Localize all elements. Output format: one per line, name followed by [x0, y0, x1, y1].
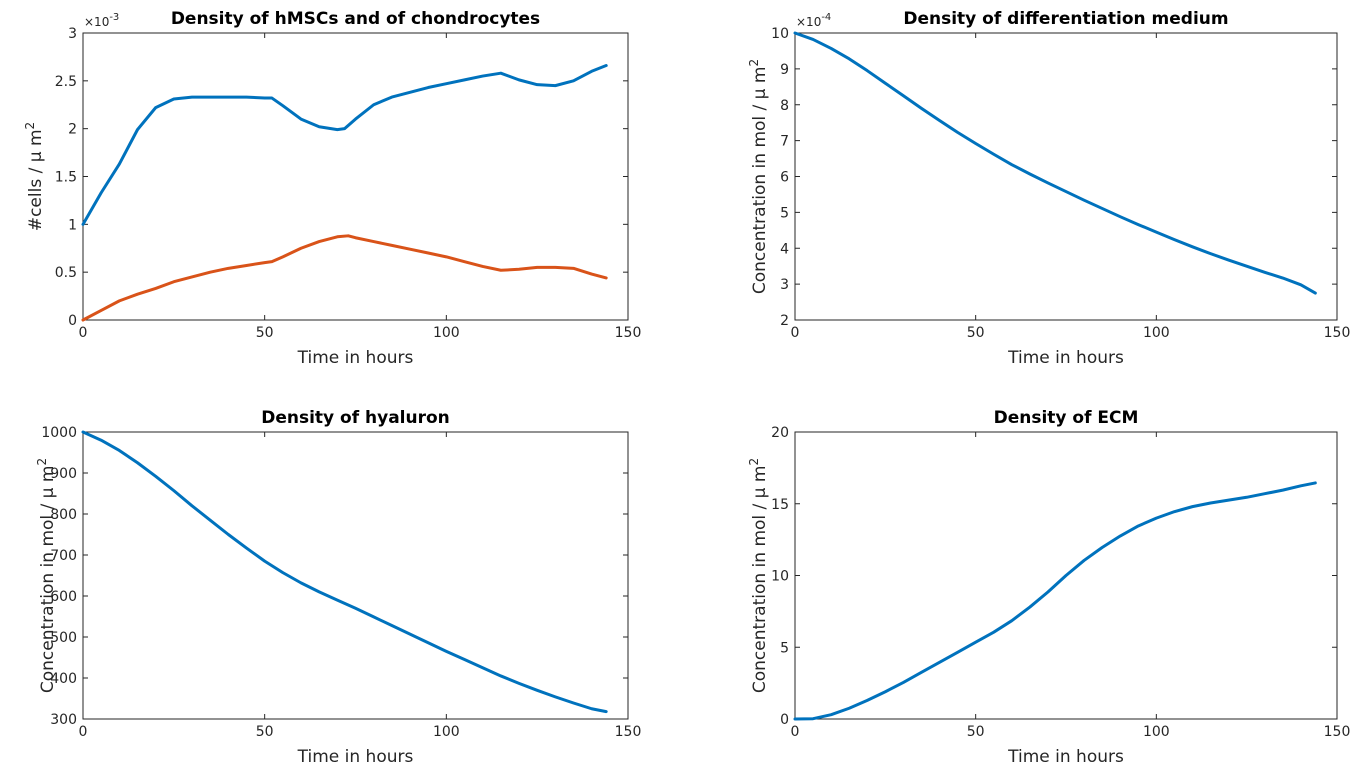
series-line-1 [793, 31, 1317, 295]
x-axis-label: Time in hours [1007, 348, 1124, 368]
y-tick-label: 2 [68, 122, 77, 138]
y-tick-label: 1 [68, 217, 77, 233]
y-tick-label: 5 [780, 205, 789, 221]
y-tick-label: 2.5 [55, 74, 77, 90]
y-axis-label-text: #cells / μ m [26, 129, 46, 231]
x-tick-label: 50 [967, 325, 985, 341]
y-axis-label: Concentration in mol / μ m2 [747, 59, 770, 294]
y-axis-label-text: Concentration in mol / μ m [750, 67, 770, 295]
x-tick-label: 100 [433, 325, 460, 341]
x-tick-label: 150 [1324, 724, 1351, 740]
series-line-1 [81, 430, 608, 714]
y-tick-label: 3 [780, 277, 789, 293]
y-tick-label: 600 [50, 589, 77, 605]
x-tick-label: 50 [967, 724, 985, 740]
x-tick-label: 100 [433, 724, 460, 740]
y-axis-label: Concentration in mol / μ m2 [747, 458, 770, 693]
x-tick-label: 150 [615, 724, 642, 740]
y-tick-label: 0 [780, 712, 789, 728]
y-tick-label: 6 [780, 170, 789, 186]
y-tick-label: 0 [68, 313, 77, 329]
y-tick-label: 500 [50, 630, 77, 646]
y-axis-label: Concentration in mol / μ m2 [35, 458, 58, 693]
y-tick-label: 9 [780, 62, 789, 78]
chart-title: Density of hyaluron [261, 408, 450, 428]
y-tick-label: 8 [780, 98, 789, 114]
y-tick-label: 15 [771, 497, 789, 513]
chart-title: Density of hMSCs and of chondrocytes [171, 9, 540, 29]
y-axis-exponent: ×10-3 [84, 12, 119, 29]
y-tick-label: 10 [771, 26, 789, 42]
x-tick-label: 100 [1143, 724, 1170, 740]
y-tick-label: 5 [780, 640, 789, 656]
axes-box [82, 431, 629, 720]
x-tick-label: 150 [615, 325, 642, 341]
y-tick-label: 7 [780, 134, 789, 150]
y-tick-label: 400 [50, 671, 77, 687]
y-tick-label: 10 [771, 569, 789, 585]
y-tick-label: 20 [771, 425, 789, 441]
x-axis-label: Time in hours [1007, 747, 1124, 767]
subplot-4: 0 50 100 150 0 5 10 15 20 Density of ECM Time in h… [747, 408, 1350, 767]
x-tick-label: 50 [256, 724, 274, 740]
subplot-2: 0 50 100 150 2 3 4 5 6 7 8 9 10 Density of differenti… [747, 9, 1350, 368]
y-tick-label: 4 [780, 241, 789, 257]
y-axis-exponent-base: ×10 [796, 15, 821, 29]
x-tick-label: 0 [791, 325, 800, 341]
y-axis-label-superscript: 2 [747, 458, 761, 466]
y-axis-label-superscript: 2 [35, 458, 49, 466]
x-tick-label: 100 [1143, 325, 1170, 341]
subplot-1: 0 50 100 150 0 0.5 1 1.5 2 2.5 3 Density of hMSCs a… [23, 9, 641, 368]
y-axis-exponent-power: -3 [109, 12, 119, 23]
x-tick-label: 0 [79, 724, 88, 740]
y-axis-exponent-power: -4 [821, 12, 831, 23]
x-axis-label: Time in hours [297, 348, 414, 368]
y-tick-label: 2 [780, 313, 789, 329]
y-axis-label-superscript: 2 [747, 59, 761, 67]
y-tick-label: 900 [50, 466, 77, 482]
y-axis-label-text: Concentration in mol / μ m [38, 466, 58, 694]
y-tick-label: 700 [50, 548, 77, 564]
subplot-3: 0 50 100 150 300 400 500 600 700 800 900 1000 Densit… [35, 408, 641, 767]
series-line-1 [81, 64, 608, 226]
x-axis-label: Time in hours [297, 747, 414, 767]
y-tick-label: 1000 [41, 425, 77, 441]
x-tick-label: 50 [256, 325, 274, 341]
x-tick-label: 150 [1324, 325, 1351, 341]
x-tick-label: 0 [79, 325, 88, 341]
x-tick-label: 0 [791, 724, 800, 740]
chart-title: Density of ECM [994, 408, 1139, 428]
y-axis-exponent-base: ×10 [84, 15, 109, 29]
y-axis-exponent: ×10-4 [796, 12, 831, 29]
y-axis-label-text: Concentration in mol / μ m [750, 466, 770, 694]
y-tick-label: 3 [68, 26, 77, 42]
y-tick-label: 0.5 [55, 265, 77, 281]
y-tick-label: 800 [50, 507, 77, 523]
y-tick-label: 300 [50, 712, 77, 728]
y-tick-label: 1.5 [55, 170, 77, 186]
series-line-1 [793, 481, 1317, 721]
y-axis-label: #cells / μ m2 [23, 122, 46, 231]
y-axis-label-superscript: 2 [23, 122, 37, 130]
series-line-2 [81, 234, 608, 322]
chart-title: Density of differentiation medium [903, 9, 1228, 29]
